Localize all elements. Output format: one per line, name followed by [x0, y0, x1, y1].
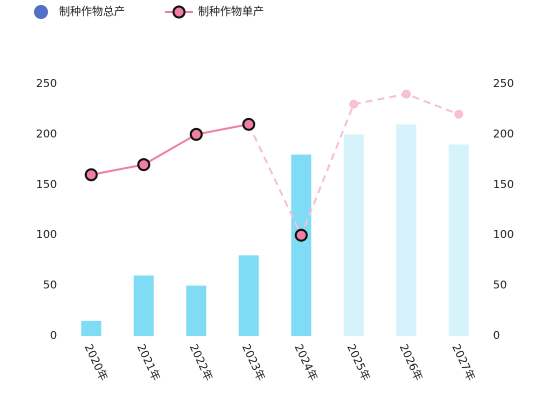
- forecast-line: [247, 93, 460, 238]
- bar: [186, 285, 207, 336]
- y-tick-label: 100: [36, 228, 57, 241]
- line-marker: [454, 109, 464, 119]
- line-marker: [349, 99, 359, 109]
- x-tick-label: 2027年: [449, 342, 478, 383]
- y-tick-label: 150: [36, 178, 57, 191]
- line-marker: [401, 89, 411, 99]
- y2-tick-label: 150: [493, 178, 514, 191]
- x-tick-label: 2026年: [397, 342, 426, 383]
- line-marker: [137, 158, 151, 172]
- x-tick-label: 2020年: [82, 342, 111, 383]
- bar: [133, 275, 154, 336]
- x-tick-label: 2025年: [344, 342, 373, 383]
- y2-tick-label: 100: [493, 228, 514, 241]
- bar: [81, 320, 102, 336]
- y-tick-label: 200: [36, 127, 57, 140]
- y-tick-label: 50: [43, 279, 57, 292]
- line-marker: [294, 228, 308, 242]
- y2-tick-label: 50: [493, 279, 507, 292]
- y-tick-label: 0: [50, 329, 57, 342]
- bar: [291, 154, 312, 336]
- legend-label: 制种作物总产: [59, 4, 125, 18]
- x-tick-label: 2023年: [239, 342, 268, 383]
- x-tick-label: 2021年: [134, 342, 163, 383]
- bar: [448, 144, 469, 336]
- legend-marker: [34, 5, 48, 19]
- legend-marker: [172, 5, 186, 19]
- y2-tick-label: 250: [493, 77, 514, 90]
- line-marker: [242, 117, 256, 131]
- bar: [343, 134, 364, 336]
- legend-label: 制种作物单产: [198, 4, 264, 18]
- y2-tick-label: 200: [493, 127, 514, 140]
- x-tick-label: 2024年: [292, 342, 321, 383]
- bar: [396, 124, 417, 336]
- bar: [238, 255, 259, 336]
- line: [91, 123, 249, 176]
- x-tick-label: 2022年: [187, 342, 216, 383]
- y2-tick-label: 0: [493, 329, 500, 342]
- line-marker: [84, 168, 98, 182]
- line-marker: [189, 127, 203, 141]
- y-tick-label: 250: [36, 77, 57, 90]
